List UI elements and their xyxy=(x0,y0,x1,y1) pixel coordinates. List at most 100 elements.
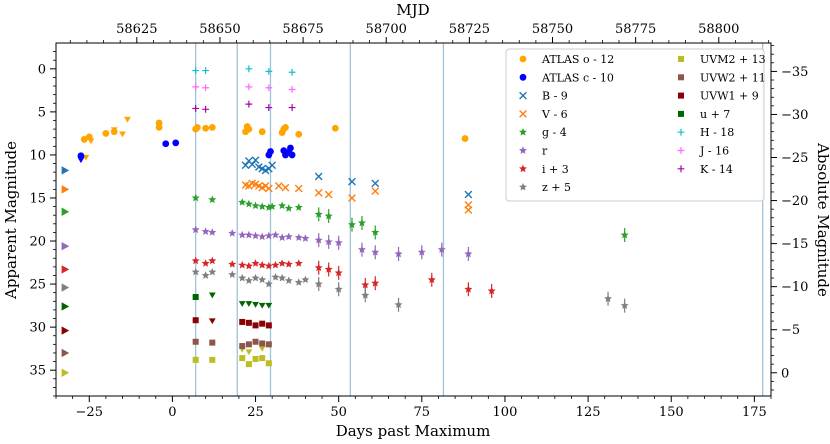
series-v-6 xyxy=(241,179,473,214)
legend-label: z + 5 xyxy=(542,181,571,194)
data-point xyxy=(394,300,403,309)
legend-label: UVM2 + 13 xyxy=(700,53,766,66)
mjd-tick-label: 58750 xyxy=(532,22,573,37)
data-point xyxy=(294,184,303,193)
data-point xyxy=(208,123,216,131)
series-h-18 xyxy=(192,65,296,76)
data-point xyxy=(251,156,260,164)
data-point xyxy=(208,228,217,236)
reference-marker xyxy=(61,185,70,194)
x-tick-label: 0 xyxy=(168,405,176,420)
upper-limit-marker xyxy=(102,131,110,138)
data-point xyxy=(191,225,200,234)
series-uvw1-9 xyxy=(192,317,272,329)
data-point xyxy=(228,260,237,268)
reference-marker xyxy=(61,326,70,335)
reference-marker xyxy=(61,348,70,358)
y-tick-label: 5 xyxy=(38,105,46,120)
upper-limit-marker xyxy=(258,302,266,309)
data-point xyxy=(487,286,496,295)
data-point xyxy=(245,100,253,108)
series-g-4 xyxy=(191,193,629,242)
abs-tick-label: −30 xyxy=(781,108,808,123)
abs-tick-label: 0 xyxy=(781,366,789,381)
data-point xyxy=(192,67,200,74)
data-point xyxy=(258,260,267,269)
y-tick-label: 35 xyxy=(29,364,46,379)
upper-limit-marker xyxy=(252,302,259,308)
data-point xyxy=(294,233,303,241)
data-point xyxy=(202,67,210,74)
data-point xyxy=(172,139,180,147)
data-point xyxy=(301,234,310,242)
data-point xyxy=(271,260,280,269)
legend-marker xyxy=(519,91,527,100)
legend-marker xyxy=(677,128,685,136)
x-axis-title: Days past Maximum xyxy=(336,422,491,440)
series-u-7 xyxy=(192,292,273,309)
data-point xyxy=(371,228,380,236)
y-tick-label: 30 xyxy=(29,321,46,336)
data-point xyxy=(245,341,252,348)
data-point xyxy=(334,238,343,247)
data-point xyxy=(202,84,210,92)
data-point xyxy=(245,319,252,326)
data-point xyxy=(357,245,366,254)
data-point xyxy=(361,291,370,299)
series-atlas-c-10 xyxy=(77,139,296,164)
x-tick-label: 75 xyxy=(414,405,431,420)
top-axis-title: MJD xyxy=(396,1,429,19)
data-point xyxy=(252,338,259,345)
data-point xyxy=(348,177,356,186)
reference-marker xyxy=(61,207,70,216)
reference-marker xyxy=(61,368,70,377)
legend-marker xyxy=(519,164,527,173)
data-point xyxy=(202,105,210,113)
data-point xyxy=(258,275,267,284)
data-point xyxy=(288,151,296,159)
data-point xyxy=(238,273,247,282)
upper-limit-marker xyxy=(208,292,216,299)
data-point xyxy=(437,245,446,254)
legend-label: B - 9 xyxy=(542,90,568,103)
data-point xyxy=(245,83,253,91)
data-point xyxy=(238,198,247,206)
data-point xyxy=(245,125,253,133)
data-point xyxy=(192,338,199,345)
data-point xyxy=(324,265,333,273)
x-tick-label: 25 xyxy=(247,405,264,420)
series-z-5 xyxy=(191,267,629,313)
legend-label: V - 6 xyxy=(541,108,568,121)
data-point xyxy=(278,201,287,210)
abs-tick-label: −35 xyxy=(781,65,808,80)
data-point xyxy=(239,318,246,325)
legend-marker xyxy=(519,146,527,154)
y-tick-label: 10 xyxy=(29,148,46,163)
mjd-tick-label: 58725 xyxy=(449,22,490,37)
y-tick-label: 20 xyxy=(29,235,46,250)
data-point xyxy=(464,249,473,258)
data-point xyxy=(259,340,266,347)
series-k-14 xyxy=(192,100,296,113)
data-point xyxy=(284,204,293,212)
reference-marker xyxy=(61,166,70,175)
data-point xyxy=(464,206,473,214)
data-point xyxy=(265,104,273,111)
series-uvm2-13 xyxy=(192,345,272,368)
data-point xyxy=(288,104,296,111)
data-point xyxy=(314,188,323,197)
data-point xyxy=(282,123,289,131)
data-point xyxy=(192,293,199,300)
data-point xyxy=(361,280,370,289)
data-point xyxy=(417,248,426,256)
data-point xyxy=(252,322,259,329)
upper-limit-marker xyxy=(245,349,253,356)
data-point xyxy=(244,230,253,239)
mjd-tick-label: 58700 xyxy=(366,22,407,37)
data-point xyxy=(201,259,210,267)
legend-label: g - 4 xyxy=(542,126,567,139)
data-point xyxy=(259,355,266,362)
legend-label: J - 16 xyxy=(699,145,729,158)
